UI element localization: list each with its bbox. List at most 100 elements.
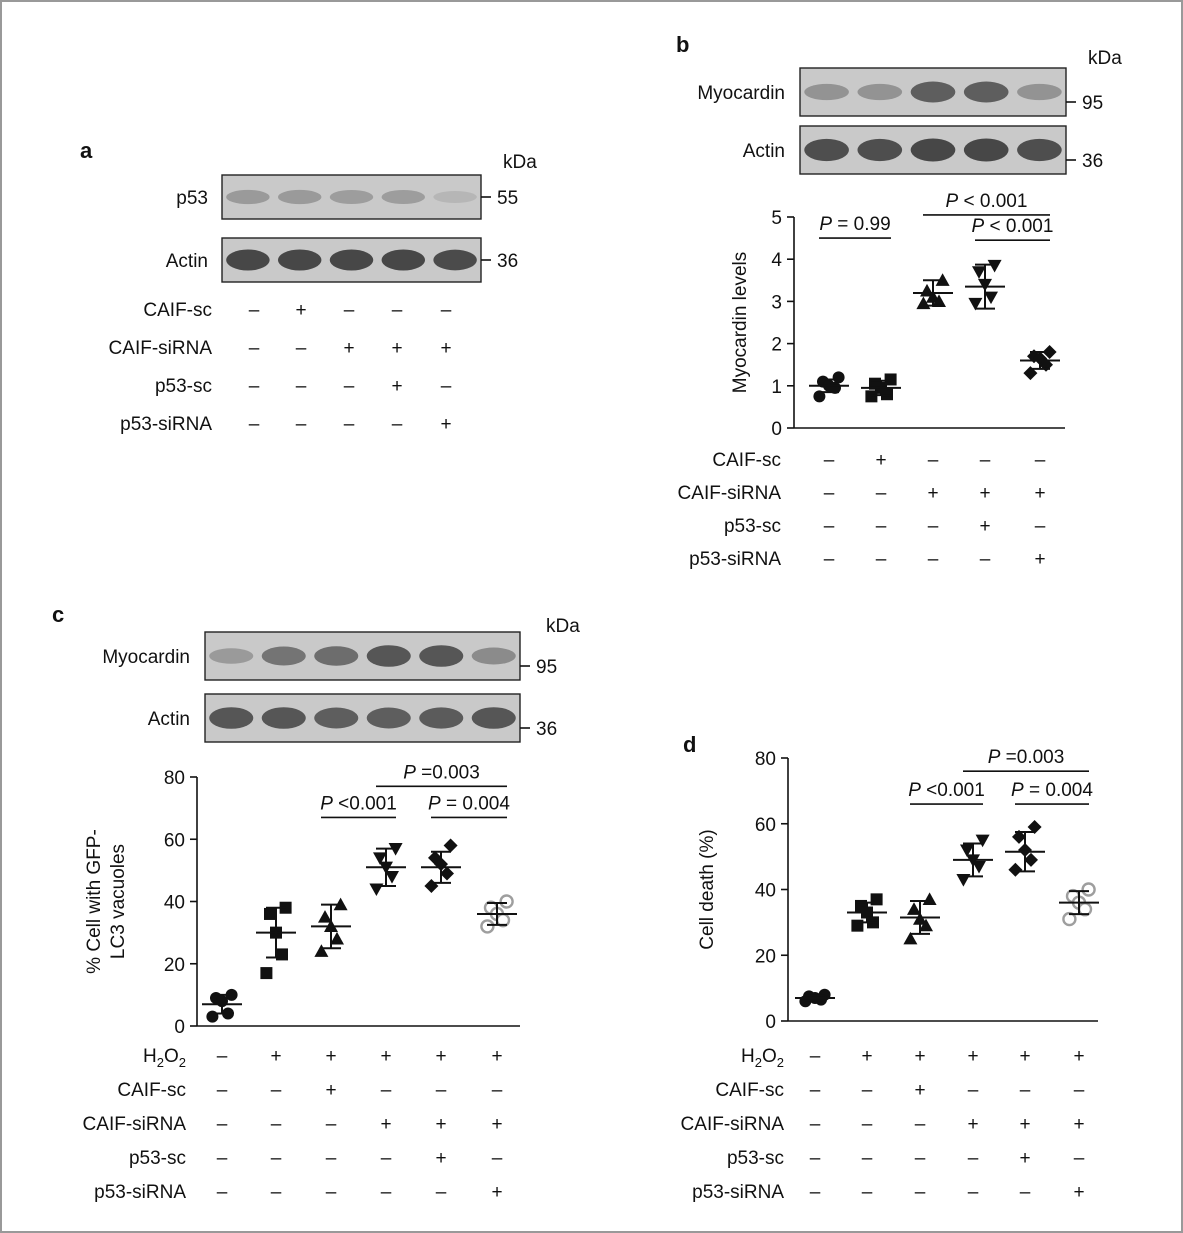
- condition-sign: –: [915, 1182, 926, 1203]
- p-symbol: P: [972, 216, 985, 237]
- data-point: [1081, 882, 1096, 897]
- blot-panel-a: p53 55 Actin 36: [166, 174, 518, 283]
- condition-sign: +: [391, 376, 402, 397]
- condition-sign: +: [391, 338, 402, 359]
- blot-band: [381, 249, 426, 271]
- data-point: [480, 919, 495, 934]
- condition-sign: +: [979, 516, 990, 537]
- blot-band: [366, 645, 411, 667]
- p-value-label: P < 0.001: [972, 216, 1054, 237]
- condition-sign: –: [296, 376, 307, 397]
- condition-label: CAIF-siRNA: [83, 1114, 187, 1135]
- condition-sign: –: [344, 300, 355, 321]
- condition-sign: –: [326, 1148, 337, 1169]
- condition-label: CAIF-siRNA: [678, 483, 782, 504]
- condition-sign: +: [967, 1114, 978, 1135]
- data-point: [975, 834, 990, 848]
- condition-sign: +: [295, 300, 306, 321]
- condition-sign: +: [440, 414, 451, 435]
- condition-sign: –: [824, 450, 835, 471]
- y-tick-label: 20: [755, 946, 776, 967]
- blot-marker-label: 36: [1082, 151, 1103, 172]
- scatter-chart-c: 0 20 40 60 80 % Cell with GFP- LC3 vacuoles P <…: [83, 762, 520, 1203]
- panel-letter-b: b: [676, 32, 689, 57]
- p-value: = 0.004: [1024, 780, 1094, 801]
- condition-sign: –: [249, 376, 260, 397]
- data-point: [865, 390, 878, 403]
- data-point: [832, 371, 845, 384]
- condition-sign: +: [927, 483, 938, 504]
- condition-sign: –: [249, 300, 260, 321]
- blot-marker-label: 36: [497, 251, 518, 272]
- blot-band: [277, 189, 322, 205]
- condition-sign: –: [392, 300, 403, 321]
- condition-sign: –: [1035, 516, 1046, 537]
- condition-label: CAIF-sc: [712, 450, 781, 471]
- y-tick-label: 0: [765, 1012, 776, 1033]
- y-tick-label: 0: [174, 1017, 185, 1038]
- data-point: [907, 902, 921, 915]
- data-point: [987, 259, 1002, 273]
- condition-sign: –: [381, 1148, 392, 1169]
- condition-sign: –: [436, 1182, 447, 1203]
- condition-sign: +: [861, 1046, 872, 1067]
- condition-sign: –: [326, 1182, 337, 1203]
- condition-sign: –: [876, 516, 887, 537]
- blot-band: [261, 707, 306, 729]
- condition-sign: –: [876, 549, 887, 570]
- condition-label: CAIF-sc: [117, 1080, 186, 1101]
- condition-sign: –: [928, 516, 939, 537]
- blot-band: [910, 138, 956, 162]
- blot-band: [209, 707, 254, 729]
- y-axis-label: LC3 vacuoles: [108, 844, 129, 959]
- condition-sign: +: [491, 1182, 502, 1203]
- p-value: <0.001: [921, 780, 985, 801]
- condition-sign: –: [217, 1148, 228, 1169]
- kda-label-b: kDa: [1088, 48, 1122, 69]
- blot-panel-c: Myocardin 95 Actin 36: [102, 631, 557, 743]
- condition-sign: +: [979, 483, 990, 504]
- p-symbol: P: [988, 747, 1001, 768]
- condition-label: p53-sc: [129, 1148, 186, 1169]
- condition-sign: –: [862, 1148, 873, 1169]
- data-point: [932, 294, 946, 307]
- p-value: <0.001: [333, 793, 397, 814]
- condition-sign: –: [1074, 1080, 1085, 1101]
- y-axis-label: % Cell with GFP-: [84, 829, 105, 974]
- condition-sign: –: [968, 1148, 979, 1169]
- data-point: [276, 948, 288, 961]
- blot-band: [433, 249, 477, 271]
- condition-sign: +: [1073, 1046, 1084, 1067]
- condition-sign: –: [1020, 1080, 1031, 1101]
- condition-sign: –: [392, 414, 403, 435]
- data-point: [884, 373, 897, 386]
- condition-label: CAIF-siRNA: [109, 338, 213, 359]
- blot-band: [471, 647, 516, 665]
- condition-sign: –: [824, 549, 835, 570]
- condition-sign: –: [271, 1114, 282, 1135]
- blot-band: [366, 707, 411, 729]
- condition-sign: +: [325, 1046, 336, 1067]
- blot-band: [314, 646, 359, 666]
- condition-sign: –: [441, 300, 452, 321]
- data-point: [960, 844, 974, 858]
- blot-panel-b: Myocardin 95 Actin 36: [697, 67, 1103, 175]
- p-value: =0.003: [1000, 747, 1064, 768]
- y-tick-label: 40: [164, 893, 185, 914]
- p-symbol: P: [819, 214, 832, 235]
- blot-band: [277, 249, 322, 271]
- data-point: [813, 390, 826, 403]
- condition-sign: +: [914, 1046, 925, 1067]
- kda-label-a: kDa: [503, 152, 537, 173]
- condition-label: p53-sc: [155, 376, 212, 397]
- condition-sign: –: [862, 1080, 873, 1101]
- condition-sign: +: [1019, 1046, 1030, 1067]
- p-value-label: P <0.001: [908, 780, 985, 801]
- condition-sign: +: [325, 1080, 336, 1101]
- y-tick-label: 0: [771, 419, 782, 440]
- condition-sign: +: [1019, 1114, 1030, 1135]
- p-value-label: P =0.003: [403, 762, 480, 783]
- condition-sign: –: [915, 1148, 926, 1169]
